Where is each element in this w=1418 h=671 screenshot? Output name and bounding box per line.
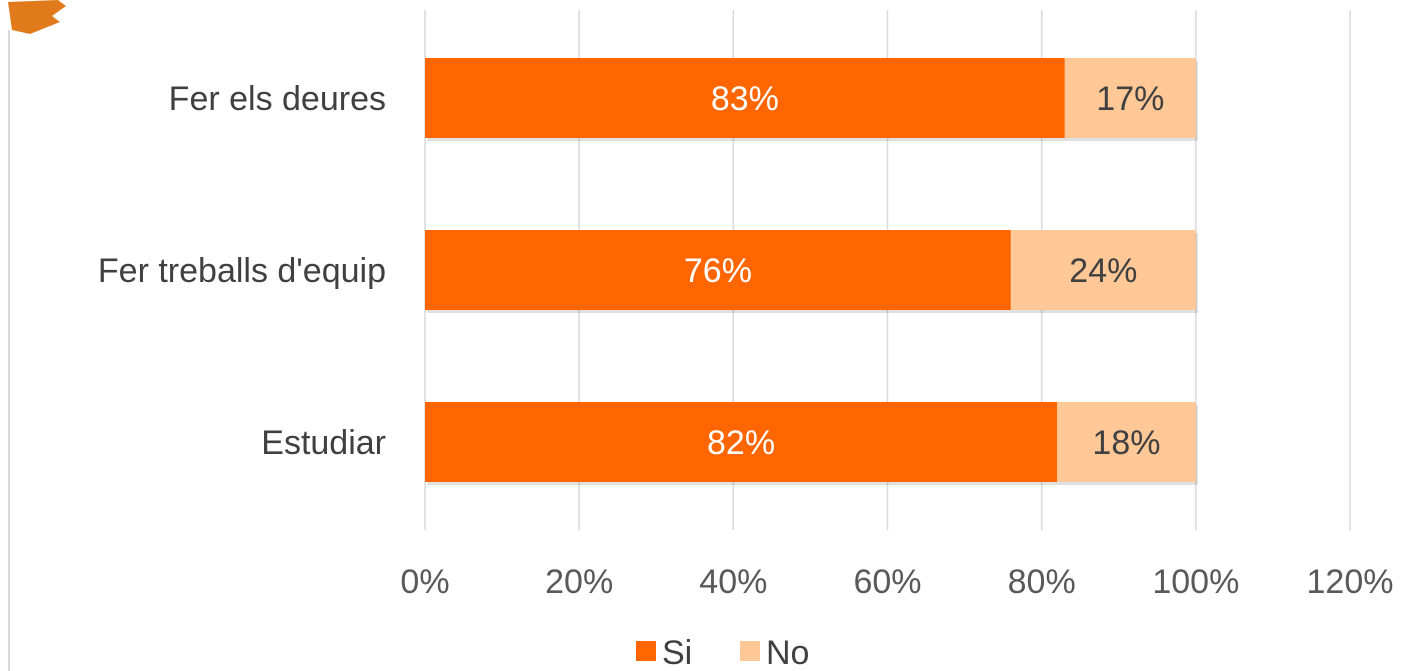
legend-label: Si — [662, 634, 692, 671]
legend-swatch-si — [636, 641, 656, 661]
category-labels: Fer els deures Fer treballs d'equip Estudi… — [98, 80, 386, 462]
bar-segment-si — [425, 402, 1058, 482]
brush-decoration — [8, 0, 66, 34]
category-label: Fer treballs d'equip — [98, 252, 386, 290]
data-label: 18% — [1092, 424, 1160, 462]
bar-segment-no — [1057, 402, 1196, 482]
bar-segment-si — [425, 58, 1065, 138]
data-label: 24% — [1069, 252, 1137, 290]
x-tick-label: 60% — [853, 563, 921, 601]
legend: Si No — [636, 634, 809, 671]
bar-segment-no — [1064, 58, 1196, 138]
legend-label: No — [766, 634, 809, 671]
data-label: 83% — [711, 80, 779, 118]
bars: 83% 17% 76% 24% 82% 18% — [425, 58, 1198, 485]
bar-segment-no — [1010, 230, 1196, 310]
category-label: Fer els deures — [169, 80, 386, 118]
x-tick-label: 120% — [1307, 563, 1394, 601]
x-tick-label: 80% — [1008, 563, 1076, 601]
x-tick-label: 40% — [699, 563, 767, 601]
x-tick-label: 0% — [400, 563, 449, 601]
data-label: 82% — [707, 424, 775, 462]
x-axis-ticks: 0% 20% 40% 60% 80% 100% 120% — [400, 563, 1393, 601]
legend-swatch-no — [740, 641, 760, 661]
x-tick-label: 100% — [1152, 563, 1239, 601]
bar-segment-si — [425, 230, 1011, 310]
category-label: Estudiar — [261, 424, 386, 462]
data-label: 17% — [1096, 80, 1164, 118]
x-tick-label: 20% — [545, 563, 613, 601]
data-label: 76% — [684, 252, 752, 290]
